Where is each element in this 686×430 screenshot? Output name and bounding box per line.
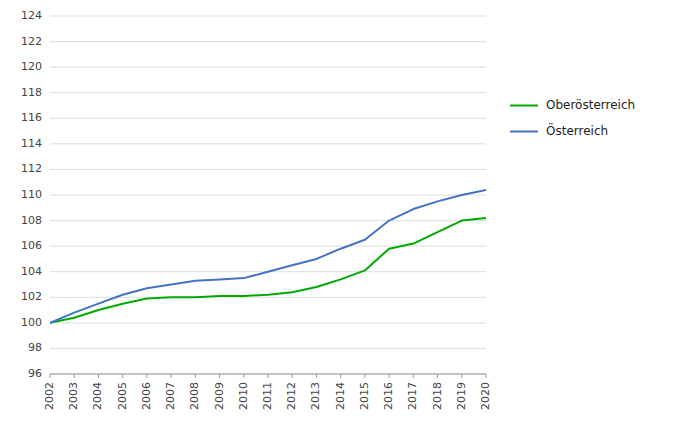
x-tick — [486, 374, 487, 378]
y-tick-label: 106 — [21, 239, 42, 252]
x-tick-label: 2014 — [334, 382, 347, 410]
x-tick-label: 2002 — [43, 382, 56, 410]
x-tick — [340, 374, 341, 378]
x-tick-label: 2011 — [261, 382, 274, 410]
y-tick-label: 102 — [21, 290, 42, 303]
y-tick-label: 122 — [21, 35, 42, 48]
x-tick — [413, 374, 414, 378]
y-tick-label: 124 — [21, 9, 42, 22]
y-tick-label: 112 — [21, 162, 42, 175]
y-tick-label: 98 — [28, 341, 42, 354]
x-tick-label: 2008 — [188, 382, 201, 410]
plot-area — [50, 190, 486, 323]
legend: Oberösterreich Österreich — [510, 98, 635, 138]
x-tick-label: 2017 — [406, 382, 419, 410]
x-tick — [292, 374, 293, 378]
series-line — [50, 190, 486, 323]
y-tick-label: 114 — [21, 137, 42, 150]
y-tick-label: 100 — [21, 316, 42, 329]
y-tick-labels: 96 98 100 102 104 106 108 110 112 114 116 118 120 122… — [21, 9, 42, 380]
y-tick-label: 118 — [21, 86, 42, 99]
x-tick — [437, 374, 438, 378]
grid-line — [50, 169, 486, 170]
grid-line — [50, 118, 486, 119]
x-tick — [316, 374, 317, 378]
chart: 96 98 100 102 104 106 108 110 112 114 116 118 120 122… — [0, 0, 686, 430]
grid-line — [50, 41, 486, 42]
grid-line — [50, 246, 486, 247]
x-tick-label: 2020 — [479, 382, 492, 410]
x-tick-label: 2013 — [309, 382, 322, 410]
y-tick-label: 96 — [28, 367, 42, 380]
x-tick — [268, 374, 269, 378]
grid-line — [50, 92, 486, 93]
x-tick-label: 2015 — [358, 382, 371, 410]
x-tick — [146, 374, 147, 378]
y-tick-label: 108 — [21, 214, 42, 227]
chart-container: 96 98 100 102 104 106 108 110 112 114 116 118 120 122… — [0, 0, 686, 430]
x-tick-label: 2016 — [382, 382, 395, 410]
x-tick — [74, 374, 75, 378]
y-tick-label: 120 — [21, 60, 42, 73]
x-tick — [243, 374, 244, 378]
y-tick-label: 116 — [21, 111, 42, 124]
grid-line — [50, 220, 486, 221]
x-tick — [195, 374, 196, 378]
x-tick — [461, 374, 462, 378]
y-grid — [50, 16, 486, 374]
x-tick-label: 2006 — [140, 382, 153, 410]
x-tick-label: 2018 — [431, 382, 444, 410]
legend-label: Oberösterreich — [546, 98, 635, 112]
grid-line — [50, 322, 486, 323]
x-tick-label: 2019 — [455, 382, 468, 410]
x-tick-label: 2009 — [213, 382, 226, 410]
x-tick-label: 2012 — [285, 382, 298, 410]
x-tick — [50, 374, 51, 378]
y-tick-label: 110 — [21, 188, 42, 201]
grid-line — [50, 195, 486, 196]
x-tick-label: 2003 — [67, 382, 80, 410]
x-tick-label: 2010 — [237, 382, 250, 410]
x-tick — [219, 374, 220, 378]
grid-line — [50, 16, 486, 17]
legend-label: Österreich — [546, 122, 608, 138]
legend-swatch — [510, 131, 538, 133]
x-tick — [98, 374, 99, 378]
x-tick — [171, 374, 172, 378]
grid-line — [50, 143, 486, 144]
x-ticks: 2002 2003 2004 2005 2006 2007 2008 2009 2010 2011… — [43, 374, 492, 410]
x-tick — [364, 374, 365, 378]
x-tick — [122, 374, 123, 378]
x-tick-label: 2007 — [164, 382, 177, 410]
x-tick-label: 2004 — [91, 382, 104, 410]
series-line — [50, 218, 486, 323]
grid-line — [50, 348, 486, 349]
grid-line — [50, 67, 486, 68]
legend-swatch — [510, 105, 538, 107]
x-tick — [389, 374, 390, 378]
x-tick-label: 2005 — [116, 382, 129, 410]
y-tick-label: 104 — [21, 265, 42, 278]
